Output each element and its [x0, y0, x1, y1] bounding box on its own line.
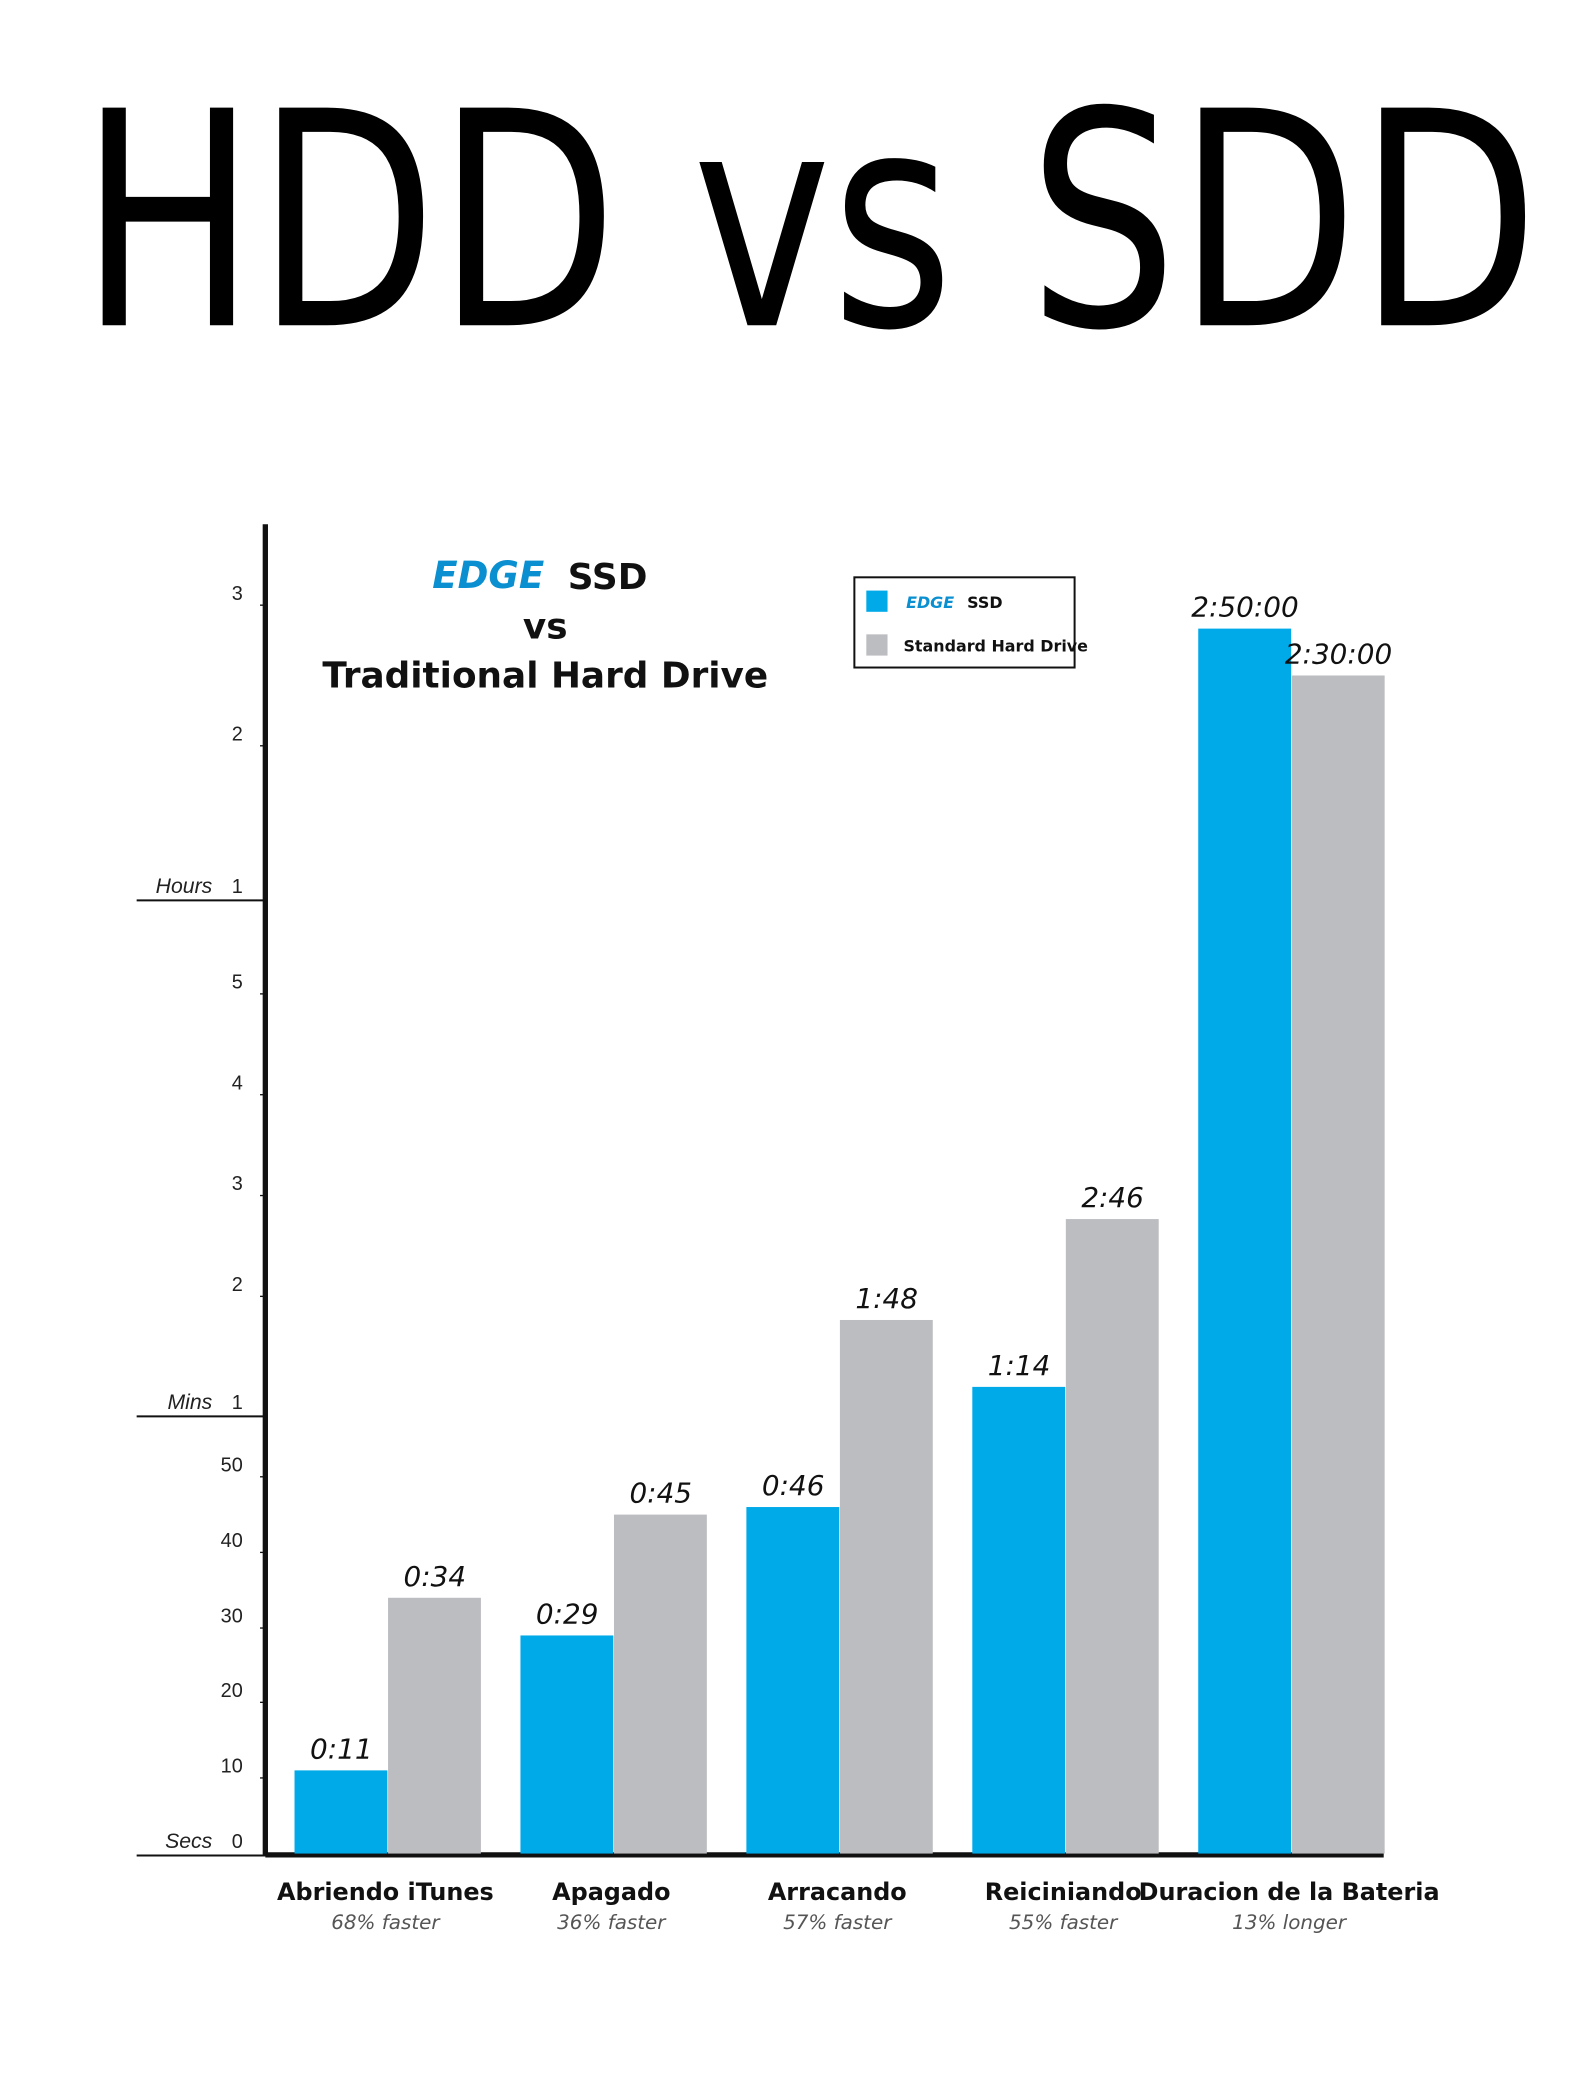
y-unit-label: Secs	[165, 1830, 213, 1853]
legend-label: Standard Hard Drive	[903, 637, 1088, 656]
bar	[1065, 1219, 1159, 1854]
x-tick-label: Reiciniando	[985, 1878, 1142, 1906]
bar	[1198, 628, 1292, 1854]
y-tick-label: 20	[221, 1680, 243, 1702]
y-tick-label: 2	[232, 1274, 243, 1296]
category-note: 55% faster	[1009, 1911, 1119, 1934]
legend-brand: EDGE	[906, 593, 954, 612]
data-label: 0:11	[310, 1732, 373, 1765]
legend-swatch	[866, 590, 888, 612]
x-tick-label: Duracion de la Bateria	[1139, 1878, 1440, 1906]
data-label: 0:45	[629, 1477, 692, 1510]
y-tick-label: 50	[221, 1454, 243, 1476]
legend-swatch	[866, 634, 888, 656]
data-label: 2:30:00	[1285, 638, 1392, 671]
data-label: 0:29	[536, 1598, 599, 1631]
category-note: 13% longer	[1232, 1911, 1348, 1934]
category-note: 57% faster	[783, 1911, 893, 1934]
bar	[388, 1597, 481, 1854]
x-tick-label: Arracando	[768, 1878, 907, 1906]
data-label: 0:34	[404, 1560, 467, 1593]
y-tick-label: 3	[232, 583, 243, 605]
y-tick-label: 40	[221, 1530, 243, 1552]
data-label: 0:46	[762, 1469, 825, 1502]
y-tick-label: 1	[232, 876, 243, 898]
bar	[972, 1386, 1066, 1854]
data-label: 1:48	[855, 1282, 918, 1315]
y-tick-label: 3	[232, 1173, 243, 1195]
y-tick-label: 10	[221, 1756, 243, 1778]
bar	[1291, 675, 1385, 1854]
bar	[839, 1319, 933, 1854]
title-vs: vs	[523, 606, 568, 647]
data-label: 1:14	[988, 1349, 1051, 1382]
category-note: 36% faster	[557, 1911, 667, 1934]
bar	[520, 1635, 614, 1854]
y-unit-label: Hours	[156, 875, 213, 898]
legend-label: SSD	[967, 593, 1002, 612]
y-tick-label: 0	[232, 1831, 243, 1853]
product: SSD	[568, 557, 648, 598]
y-tick-label: 5	[232, 972, 243, 994]
bar	[613, 1514, 707, 1854]
bar	[746, 1507, 840, 1854]
brand: EDGE	[432, 554, 544, 597]
data-label: 2:50:00	[1191, 591, 1298, 624]
y-tick-label: 4	[232, 1072, 243, 1094]
subtitle: Traditional Hard Drive	[322, 655, 768, 696]
category-note: 68% faster	[331, 1911, 441, 1934]
x-tick-label: Apagado	[552, 1878, 670, 1906]
bar	[294, 1770, 388, 1854]
y-tick-label: 1	[232, 1392, 243, 1414]
legend-box	[853, 576, 1076, 669]
data-label: 2:46	[1081, 1181, 1144, 1214]
y-tick-label: 2	[232, 723, 243, 745]
y-tick-label: 30	[221, 1606, 243, 1628]
chart-heading: EDGE SSD vs Traditional Hard Drive	[322, 554, 768, 697]
legend: EDGE SSD Standard Hard Drive	[853, 576, 1088, 669]
y-unit-label: Mins	[167, 1391, 212, 1414]
x-tick-label: Abriendo iTunes	[277, 1878, 494, 1906]
page-title: HDD vs SDD	[80, 49, 1539, 396]
